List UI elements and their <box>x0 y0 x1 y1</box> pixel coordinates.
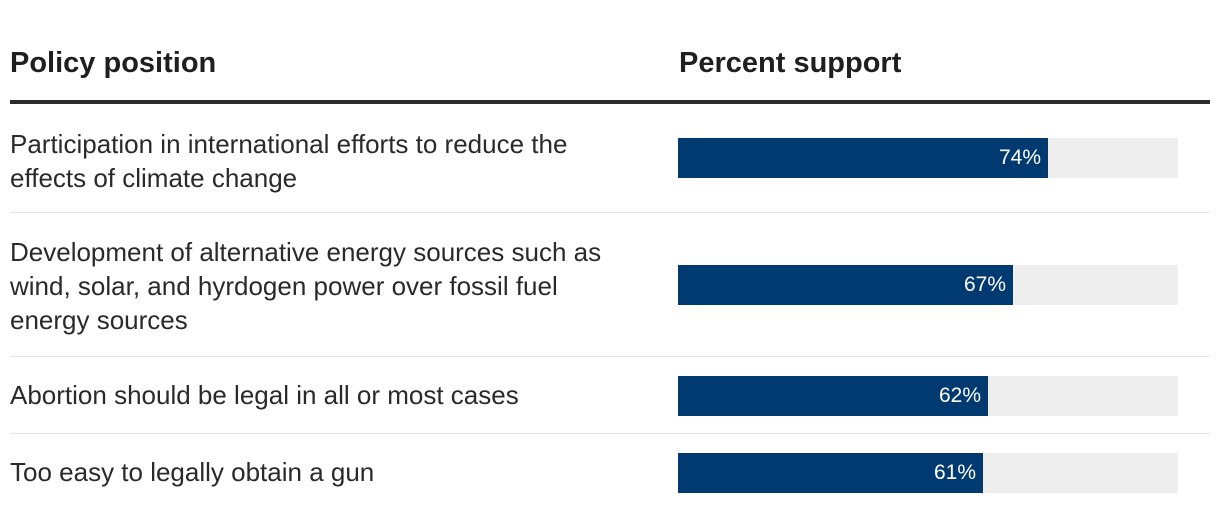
bar: 67% <box>678 265 1013 305</box>
table-row: Development of alternative energy source… <box>10 213 1210 357</box>
table-row: Too easy to legally obtain a gun 61% <box>10 434 1210 514</box>
percent-support-header: Percent support <box>679 47 902 79</box>
table-header: Policy position Percent support <box>10 0 1210 104</box>
table-row: Participation in international efforts t… <box>10 104 1210 213</box>
bar: 61% <box>678 453 983 493</box>
policy-label: Too easy to legally obtain a gun <box>10 457 375 487</box>
bar-value-label: 61% <box>933 461 976 484</box>
bar-track: 67% <box>678 265 1178 305</box>
bar-track: 74% <box>678 138 1178 178</box>
table-row: Abortion should be legal in all or most … <box>10 357 1210 434</box>
bar: 74% <box>678 138 1048 178</box>
bar-track: 61% <box>678 453 1178 493</box>
policy-support-table: Policy position Percent support Particip… <box>10 0 1210 514</box>
policy-label: Development of alternative energy source… <box>10 237 602 335</box>
policy-label: Participation in international efforts t… <box>10 129 568 193</box>
bar-value-label: 74% <box>998 146 1041 169</box>
bar-track: 62% <box>678 376 1178 416</box>
bar-value-label: 67% <box>963 273 1006 296</box>
policy-label: Abortion should be legal in all or most … <box>10 380 519 410</box>
policy-position-header: Policy position <box>10 47 217 79</box>
bar: 62% <box>678 376 988 416</box>
bar-value-label: 62% <box>938 384 981 407</box>
